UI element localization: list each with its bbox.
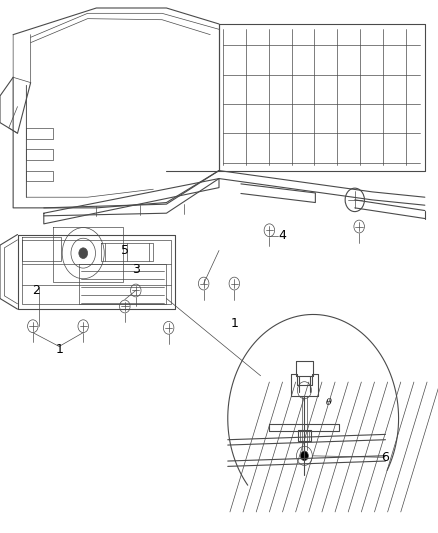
Circle shape: [163, 321, 174, 334]
Circle shape: [354, 220, 364, 233]
Circle shape: [120, 300, 130, 313]
Circle shape: [78, 320, 88, 333]
Circle shape: [300, 451, 308, 461]
Circle shape: [264, 224, 275, 237]
Text: 2: 2: [32, 284, 40, 297]
Text: 1: 1: [55, 343, 63, 356]
Circle shape: [198, 277, 209, 290]
Text: 6: 6: [381, 451, 389, 464]
Text: 3: 3: [132, 263, 140, 276]
Circle shape: [79, 248, 88, 259]
Circle shape: [345, 188, 364, 212]
Text: 5: 5: [121, 244, 129, 257]
Text: θ: θ: [326, 398, 332, 407]
Circle shape: [131, 284, 141, 297]
Text: 4: 4: [279, 229, 286, 242]
Circle shape: [28, 320, 38, 333]
Text: 1: 1: [230, 317, 238, 330]
Circle shape: [229, 277, 240, 290]
